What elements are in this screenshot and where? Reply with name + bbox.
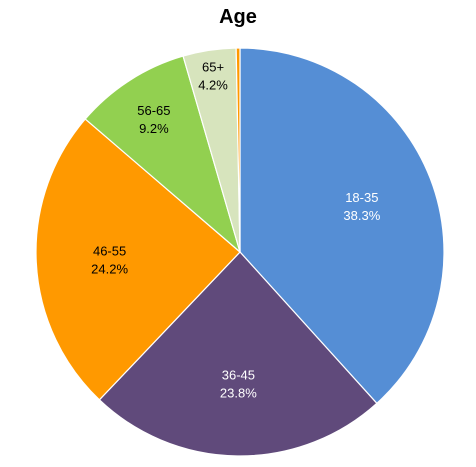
pie-slice-56-65 [84, 55, 242, 254]
pie-slice-46-55 [35, 118, 241, 401]
chart-title: Age [219, 6, 257, 28]
pie-slice-sliver-5 [235, 47, 241, 253]
pie-slice-36-45 [98, 251, 378, 457]
slice-value-18-35: 38.3% [343, 208, 380, 223]
slice-label-46-55: 46-55 [93, 244, 126, 259]
pie-slice-18-35 [239, 47, 445, 405]
slice-label-36-45: 36-45 [222, 368, 255, 383]
slice-value-65: 4.2% [198, 78, 228, 93]
slice-value-46-55: 24.2% [91, 262, 128, 277]
slice-value-36-45: 23.8% [220, 386, 257, 401]
slice-value-56-65: 9.2% [139, 121, 169, 136]
slice-label-56-65: 56-65 [137, 103, 170, 118]
slice-label-18-35: 18-35 [345, 190, 378, 205]
slice-label-65: 65+ [202, 60, 224, 75]
